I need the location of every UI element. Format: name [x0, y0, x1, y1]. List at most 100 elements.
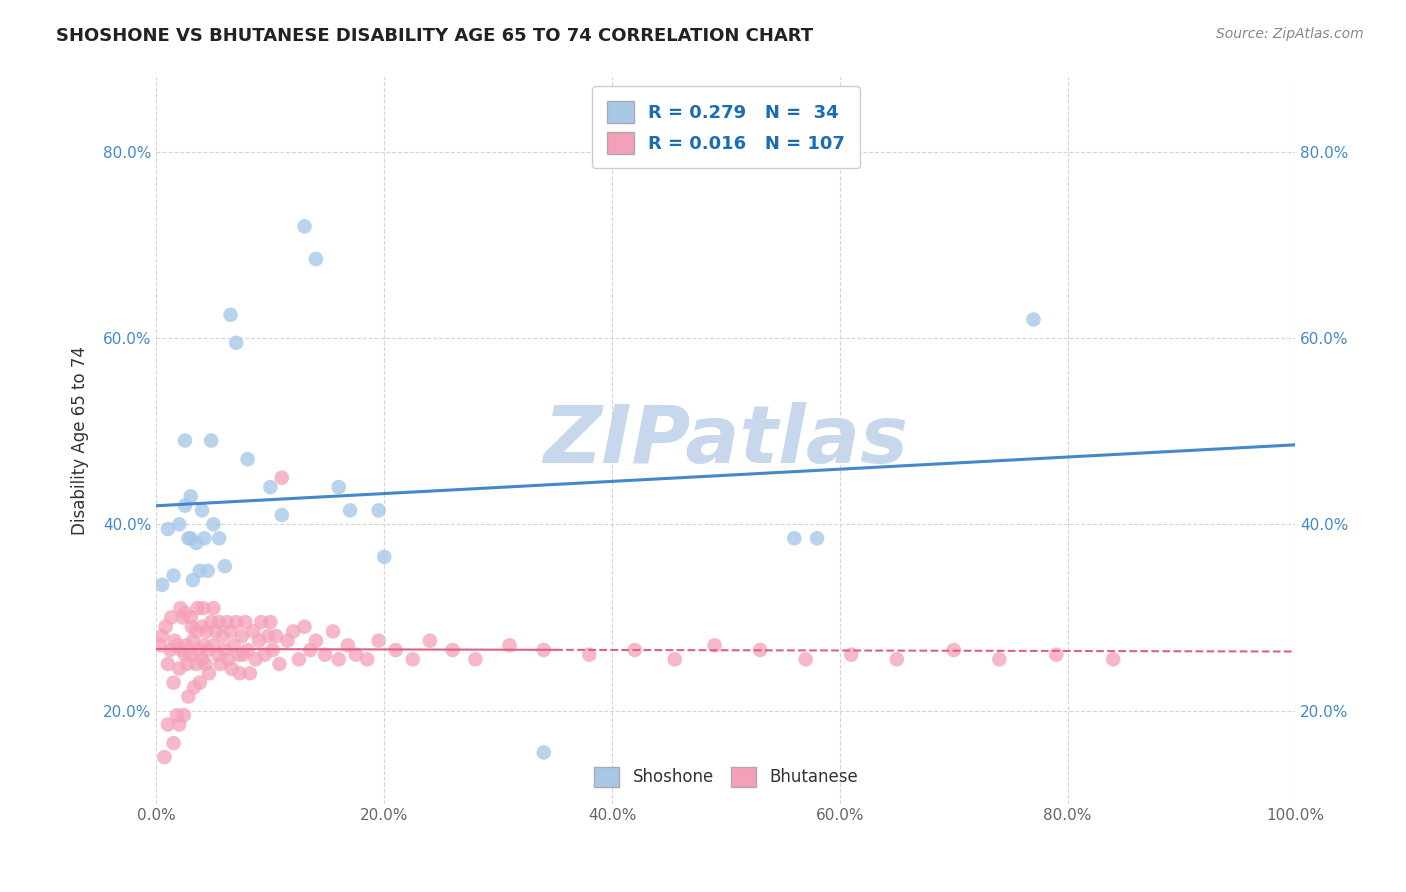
Point: [150, 629, 173, 643]
Point: [219, 308, 242, 322]
Point: [166, 708, 188, 723]
Point: [186, 657, 208, 671]
Point: [177, 531, 200, 545]
Point: [367, 503, 389, 517]
Point: [191, 652, 214, 666]
Point: [1022, 312, 1045, 326]
Point: [441, 643, 464, 657]
Point: [257, 629, 280, 643]
Point: [170, 643, 193, 657]
Point: [200, 434, 222, 448]
Point: [262, 643, 284, 657]
Point: [193, 601, 215, 615]
Point: [169, 601, 191, 615]
Point: [264, 629, 287, 643]
Point: [356, 652, 378, 666]
Point: [173, 708, 195, 723]
Point: [186, 601, 208, 615]
Point: [166, 638, 188, 652]
Point: [183, 680, 205, 694]
Point: [305, 633, 328, 648]
Point: [242, 624, 264, 639]
Point: [225, 335, 247, 350]
Point: [794, 652, 817, 666]
Text: ZIPatlas: ZIPatlas: [544, 401, 908, 480]
Point: [806, 531, 828, 545]
Point: [202, 638, 225, 652]
Point: [314, 648, 336, 662]
Point: [839, 648, 862, 662]
Legend: Shoshone, Bhutanese: Shoshone, Bhutanese: [586, 758, 866, 796]
Point: [181, 633, 204, 648]
Point: [464, 652, 486, 666]
Point: [1045, 648, 1067, 662]
Point: [181, 573, 204, 587]
Point: [162, 675, 184, 690]
Point: [259, 480, 281, 494]
Point: [247, 633, 270, 648]
Point: [153, 750, 176, 764]
Point: [150, 578, 173, 592]
Point: [174, 499, 197, 513]
Point: [250, 615, 273, 629]
Point: [322, 624, 344, 639]
Point: [176, 657, 198, 671]
Point: [174, 648, 197, 662]
Point: [239, 666, 262, 681]
Point: [233, 615, 256, 629]
Point: [156, 717, 179, 731]
Point: [162, 736, 184, 750]
Point: [749, 643, 772, 657]
Point: [305, 252, 328, 266]
Point: [533, 746, 555, 760]
Point: [221, 662, 243, 676]
Point: [236, 452, 259, 467]
Point: [180, 648, 202, 662]
Point: [194, 657, 217, 671]
Point: [384, 643, 406, 657]
Point: [155, 620, 177, 634]
Point: [217, 652, 239, 666]
Y-axis label: Disability Age 65 to 74: Disability Age 65 to 74: [72, 346, 89, 535]
Point: [195, 624, 218, 639]
Point: [294, 219, 316, 234]
Point: [270, 471, 292, 485]
Point: [228, 666, 250, 681]
Point: [180, 620, 202, 634]
Point: [214, 643, 236, 657]
Point: [328, 480, 350, 494]
Point: [578, 648, 600, 662]
Point: [1102, 652, 1125, 666]
Point: [294, 620, 316, 634]
Point: [200, 615, 222, 629]
Point: [186, 536, 208, 550]
Point: [988, 652, 1011, 666]
Point: [222, 638, 245, 652]
Point: [245, 652, 267, 666]
Point: [211, 629, 233, 643]
Point: [783, 531, 806, 545]
Point: [160, 610, 183, 624]
Point: [209, 657, 232, 671]
Point: [299, 643, 322, 657]
Point: [232, 648, 254, 662]
Point: [228, 648, 250, 662]
Point: [169, 662, 191, 676]
Point: [236, 643, 259, 657]
Point: [188, 564, 211, 578]
Point: [942, 643, 965, 657]
Point: [624, 643, 647, 657]
Point: [373, 549, 395, 564]
Point: [174, 606, 197, 620]
Point: [664, 652, 686, 666]
Point: [283, 624, 305, 639]
Point: [208, 531, 231, 545]
Point: [498, 638, 520, 652]
Point: [217, 615, 239, 629]
Point: [344, 648, 367, 662]
Text: SHOSHONE VS BHUTANESE DISABILITY AGE 65 TO 74 CORRELATION CHART: SHOSHONE VS BHUTANESE DISABILITY AGE 65 …: [56, 27, 813, 45]
Point: [169, 717, 191, 731]
Point: [193, 531, 215, 545]
Point: [202, 601, 225, 615]
Point: [703, 638, 725, 652]
